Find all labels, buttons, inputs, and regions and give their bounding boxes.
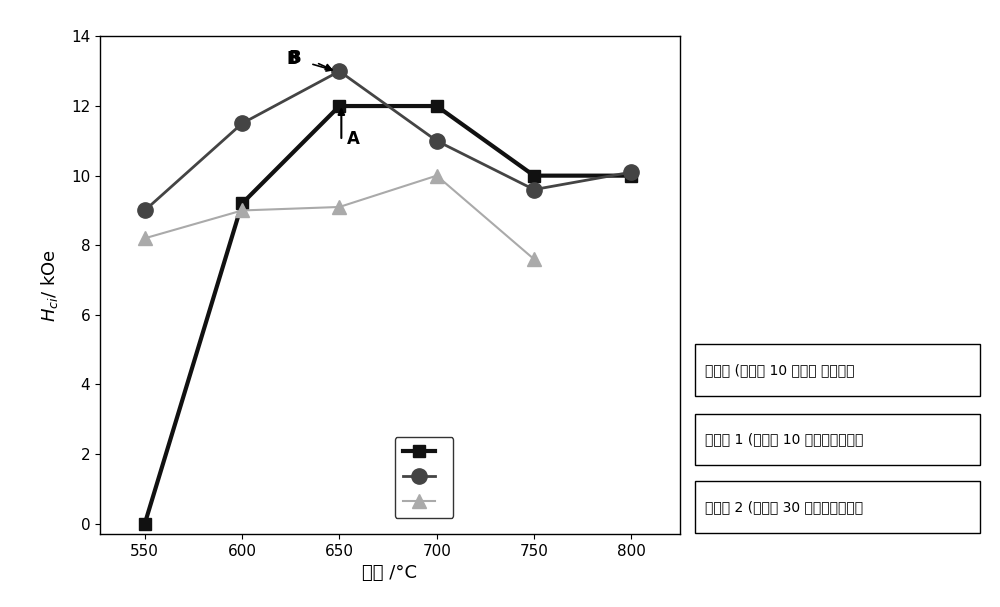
Y-axis label: $H_{ci}$/ kOe: $H_{ci}$/ kOe (39, 249, 60, 322)
Text: 实施例 2 (热处理 30 分钟；有涂覆）: 实施例 2 (热处理 30 分钟；有涂覆） (705, 500, 863, 514)
Text: A: A (347, 131, 360, 148)
Text: B: B (289, 49, 301, 67)
Text: 实施例 1 (热处理 10 分钟；有涂覆）: 实施例 1 (热处理 10 分钟；有涂覆） (705, 433, 863, 447)
Legend: , , : , , (395, 437, 453, 518)
Text: B: B (287, 50, 299, 68)
X-axis label: 温度 /°C: 温度 /°C (362, 565, 417, 583)
Text: 对比例 (热处理 10 分钟； 无涂覆）: 对比例 (热处理 10 分钟； 无涂覆） (705, 363, 854, 377)
